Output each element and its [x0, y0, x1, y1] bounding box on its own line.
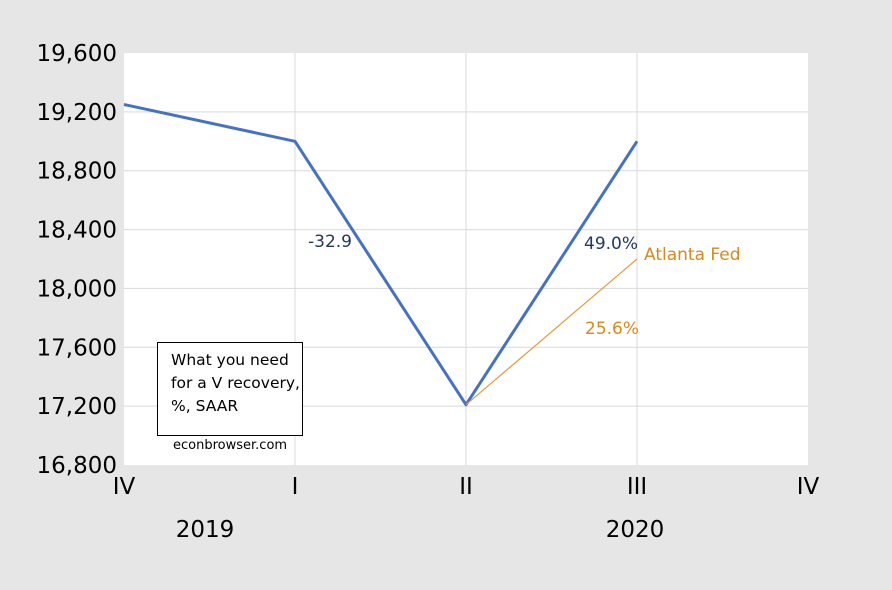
y-tick-label: 18,400	[37, 218, 117, 244]
annotation-needed-q3: 49.0%	[584, 234, 638, 254]
annotation-atlanta-fed-value: 25.6%	[585, 319, 639, 339]
x-tick-label: II	[459, 474, 473, 500]
x-tick-label: IV	[113, 474, 136, 500]
note-line-2: for a V recovery,	[171, 374, 300, 392]
annotation-atlanta-fed-label: Atlanta Fed	[644, 245, 741, 265]
x-year-label: 2019	[176, 517, 235, 543]
y-tick-label: 19,600	[37, 41, 117, 67]
series-group	[123, 103, 639, 407]
y-axis-ticks: 19,600 19,200 18,800 18,400 18,000 17,600 17,2…	[37, 41, 117, 479]
x-tick-label: I	[292, 474, 299, 500]
series-line-atlanta-fed	[465, 258, 638, 406]
source-credit: econbrowser.com	[173, 438, 288, 453]
note-line-3: %, SAAR	[171, 397, 239, 415]
x-tick-label: III	[627, 474, 647, 500]
series-line-main	[123, 103, 639, 407]
y-tick-label: 17,600	[37, 335, 117, 361]
y-tick-label: 18,800	[37, 159, 117, 185]
y-tick-label: 19,200	[37, 100, 117, 126]
y-tick-label: 16,800	[37, 453, 117, 479]
x-tick-label: IV	[797, 474, 820, 500]
annotation-q2-change: -32.9	[308, 232, 352, 252]
y-tick-label: 17,200	[37, 394, 117, 420]
x-year-label: 2020	[606, 517, 665, 543]
y-tick-label: 18,000	[37, 276, 117, 302]
note-line-1: What you need	[171, 351, 289, 369]
annotations: -32.9 49.0% Atlanta Fed 25.6%	[308, 232, 741, 339]
note-box: What you need for a V recovery, %, SAAR	[157, 342, 303, 436]
